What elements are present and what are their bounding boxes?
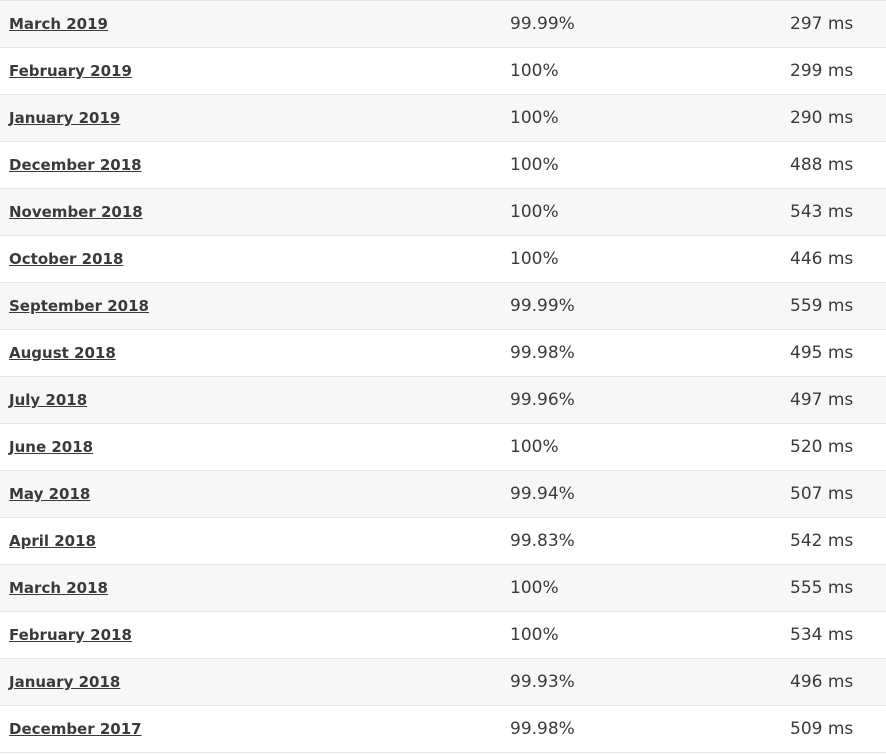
month-link[interactable]: September 2018 <box>9 297 149 315</box>
uptime-value: 99.96% <box>510 390 575 410</box>
table-row: March 2019 99.99% 297 ms <box>0 1 886 48</box>
response-time-value: 559 ms <box>790 296 854 316</box>
table-row: August 2018 99.98% 495 ms <box>0 330 886 377</box>
uptime-value: 100% <box>510 61 559 81</box>
uptime-value: 99.99% <box>510 296 575 316</box>
uptime-value: 100% <box>510 437 559 457</box>
month-link[interactable]: December 2017 <box>9 720 142 738</box>
uptime-value: 99.98% <box>510 343 575 363</box>
month-link[interactable]: December 2018 <box>9 156 142 174</box>
response-time-value: 520 ms <box>790 437 854 457</box>
table-row: April 2018 99.83% 542 ms <box>0 518 886 565</box>
uptime-value: 99.98% <box>510 719 575 739</box>
table-row: October 2018 100% 446 ms <box>0 236 886 283</box>
month-link[interactable]: February 2019 <box>9 62 132 80</box>
uptime-value: 99.93% <box>510 672 575 692</box>
uptime-value: 99.99% <box>510 14 575 34</box>
uptime-value: 100% <box>510 202 559 222</box>
month-link[interactable]: June 2018 <box>9 438 94 456</box>
response-time-value: 543 ms <box>790 202 854 222</box>
response-time-value: 495 ms <box>790 343 854 363</box>
response-time-value: 297 ms <box>790 14 854 34</box>
table-row: May 2018 99.94% 507 ms <box>0 471 886 518</box>
uptime-value: 99.94% <box>510 484 575 504</box>
table-row: January 2018 99.93% 496 ms <box>0 659 886 706</box>
table-row: November 2018 100% 543 ms <box>0 189 886 236</box>
month-link[interactable]: January 2019 <box>9 109 121 127</box>
month-link[interactable]: March 2018 <box>9 579 108 597</box>
month-link[interactable]: February 2018 <box>9 626 132 644</box>
table-row: September 2018 99.99% 559 ms <box>0 283 886 330</box>
response-time-value: 496 ms <box>790 672 854 692</box>
uptime-value: 100% <box>510 108 559 128</box>
response-time-value: 509 ms <box>790 719 854 739</box>
uptime-value: 100% <box>510 155 559 175</box>
uptime-value: 100% <box>510 249 559 269</box>
month-link[interactable]: October 2018 <box>9 250 124 268</box>
month-link[interactable]: April 2018 <box>9 532 96 550</box>
response-time-value: 507 ms <box>790 484 854 504</box>
response-time-value: 488 ms <box>790 155 854 175</box>
response-time-value: 542 ms <box>790 531 854 551</box>
response-time-value: 299 ms <box>790 61 854 81</box>
response-time-value: 534 ms <box>790 625 854 645</box>
uptime-value: 100% <box>510 578 559 598</box>
response-time-value: 290 ms <box>790 108 854 128</box>
response-time-value: 555 ms <box>790 578 854 598</box>
month-link[interactable]: May 2018 <box>9 485 91 503</box>
table-row: February 2019 100% 299 ms <box>0 48 886 95</box>
month-link[interactable]: March 2019 <box>9 15 108 33</box>
response-time-value: 446 ms <box>790 249 854 269</box>
table-row: February 2018 100% 534 ms <box>0 612 886 659</box>
month-link[interactable]: July 2018 <box>9 391 88 409</box>
table-row: January 2019 100% 290 ms <box>0 95 886 142</box>
table-row: December 2017 99.98% 509 ms <box>0 706 886 753</box>
month-link[interactable]: August 2018 <box>9 344 116 362</box>
table-row: July 2018 99.96% 497 ms <box>0 377 886 424</box>
table-row: June 2018 100% 520 ms <box>0 424 886 471</box>
table-row: December 2018 100% 488 ms <box>0 142 886 189</box>
response-time-value: 497 ms <box>790 390 854 410</box>
uptime-value: 99.83% <box>510 531 575 551</box>
month-link[interactable]: January 2018 <box>9 673 121 691</box>
uptime-value: 100% <box>510 625 559 645</box>
month-link[interactable]: November 2018 <box>9 203 143 221</box>
table-row: March 2018 100% 555 ms <box>0 565 886 612</box>
